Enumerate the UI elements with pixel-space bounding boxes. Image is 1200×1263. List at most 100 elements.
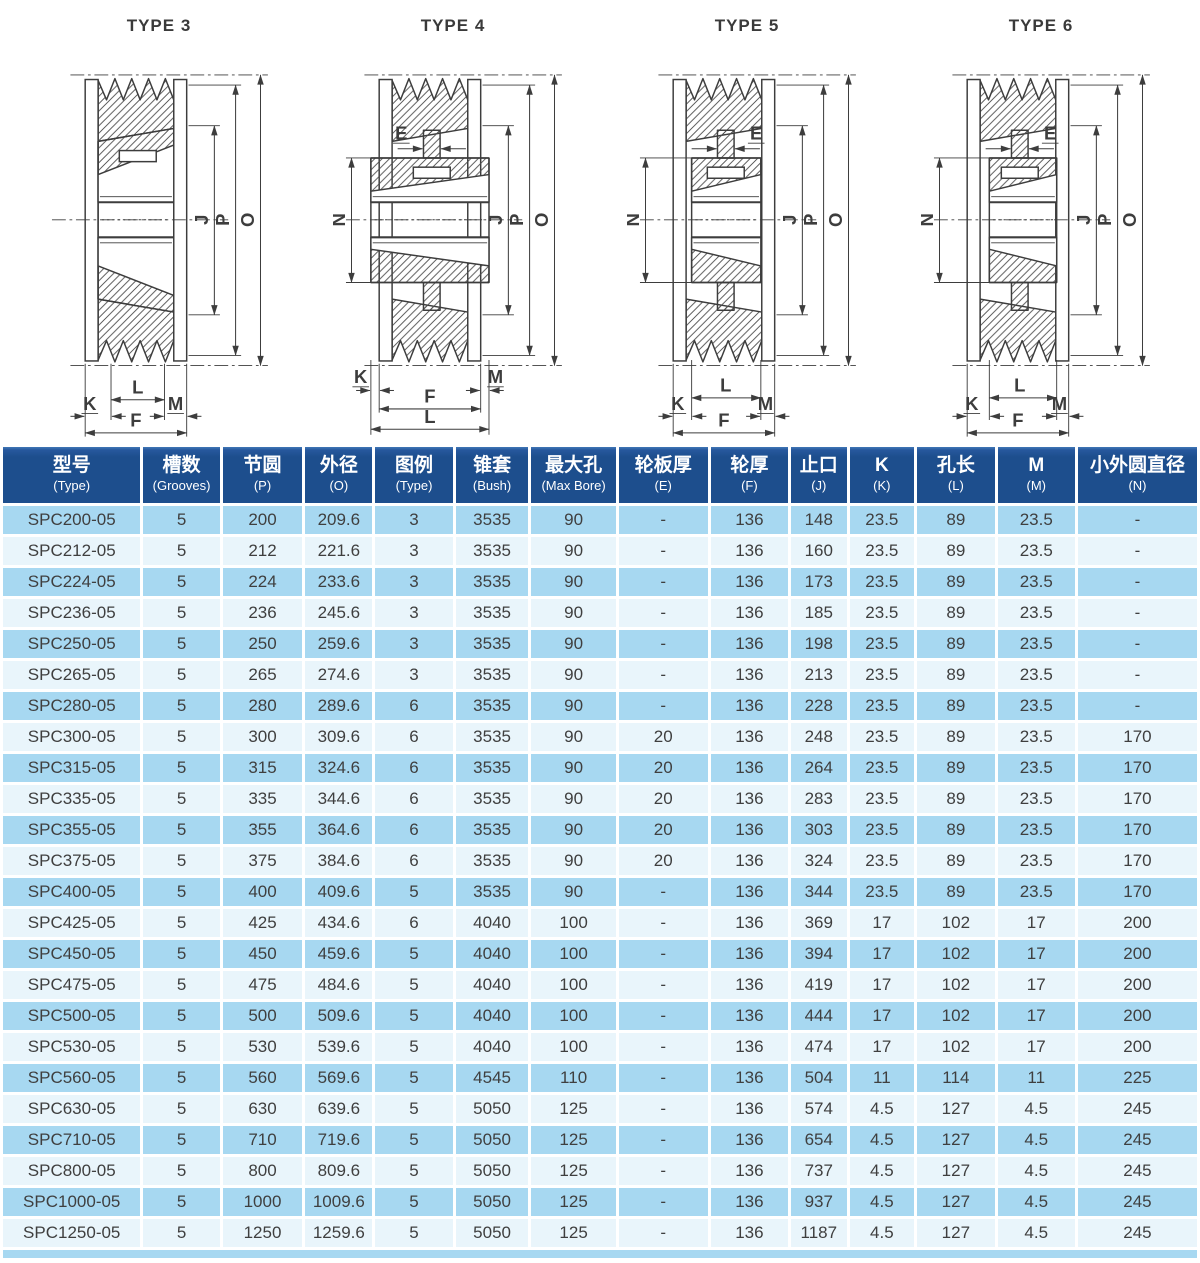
col-header-12: M (M) bbox=[997, 447, 1075, 503]
svg-text:M: M bbox=[168, 393, 183, 414]
table-cell: 6 bbox=[375, 847, 453, 875]
table-cell: 5 bbox=[375, 1002, 453, 1030]
table-row: SPC224-05 5 224 233.6 3 3535 90-136 173 23.5 89 23… bbox=[3, 568, 1197, 596]
col-header-zh: 止口 bbox=[799, 455, 838, 476]
table-cell: 17 bbox=[849, 1033, 915, 1061]
table-cell: 3535 bbox=[455, 723, 529, 751]
col-header-5: 锥套 (Bush) bbox=[455, 447, 529, 503]
table-cell: 344.6 bbox=[305, 785, 373, 813]
table-cell: - bbox=[618, 1002, 708, 1030]
table-cell: 20 bbox=[618, 723, 708, 751]
table-cell: 90 bbox=[531, 506, 616, 534]
table-cell: 89 bbox=[917, 878, 995, 906]
table-cell: 3535 bbox=[455, 754, 529, 782]
table-row: SPC500-05 5 500 509.6 5 4040 100-136 444 17 102 17… bbox=[3, 1002, 1197, 1030]
table-cell: 394 bbox=[791, 940, 847, 968]
table-cell: SPC800-05 bbox=[3, 1157, 141, 1185]
col-header-zh: 图例 bbox=[395, 455, 434, 476]
table-cell: 127 bbox=[917, 1188, 995, 1216]
table-cell: 375 bbox=[222, 847, 303, 875]
table-cell: 23.5 bbox=[997, 754, 1075, 782]
table-cell: 173 bbox=[791, 568, 847, 596]
table-cell: - bbox=[618, 1188, 708, 1216]
svg-text:L: L bbox=[720, 374, 731, 395]
table-row: SPC236-05 5 236 245.6 3 3535 90-136 185 23.5 89 23… bbox=[3, 599, 1197, 627]
table-cell: 23.5 bbox=[849, 506, 915, 534]
table-cell: - bbox=[1077, 661, 1197, 689]
svg-text:P: P bbox=[1094, 214, 1115, 226]
svg-text:L: L bbox=[1014, 374, 1025, 395]
table-cell: SPC630-05 bbox=[3, 1095, 141, 1123]
col-header-4: 图例 (Type) bbox=[375, 447, 453, 503]
table-cell: 100 bbox=[531, 909, 616, 937]
table-cell: 125 bbox=[531, 1157, 616, 1185]
table-cell: - bbox=[618, 630, 708, 658]
table-cell: 245 bbox=[1077, 1157, 1197, 1185]
table-cell: 23.5 bbox=[997, 692, 1075, 720]
svg-text:P: P bbox=[506, 214, 527, 226]
svg-text:N: N bbox=[921, 213, 937, 226]
table-row: SPC300-05 5 300 309.6 6 3535 90 20 136 248 23.5 89 2… bbox=[3, 723, 1197, 751]
table-cell: 800 bbox=[222, 1157, 303, 1185]
svg-text:K: K bbox=[671, 393, 685, 414]
table-cell: 315 bbox=[222, 754, 303, 782]
pulley-diagram-type4: TYPE 4 JPO E N K M FL bbox=[306, 0, 600, 444]
svg-text:K: K bbox=[354, 366, 368, 387]
table-cell: 89 bbox=[917, 599, 995, 627]
table-cell: 283 bbox=[791, 785, 847, 813]
svg-text:N: N bbox=[627, 213, 643, 226]
table-cell: SPC1250-05 bbox=[3, 1219, 141, 1247]
col-header-en: (K) bbox=[873, 477, 891, 493]
col-header-en: (E) bbox=[654, 477, 672, 493]
table-cell: 639.6 bbox=[305, 1095, 373, 1123]
table-cell: 213 bbox=[791, 661, 847, 689]
table-cell: 3535 bbox=[455, 847, 529, 875]
col-header-11: 孔长 (L) bbox=[917, 447, 995, 503]
table-cell: 5 bbox=[375, 1157, 453, 1185]
table-cell: 509.6 bbox=[305, 1002, 373, 1030]
table-cell: 5050 bbox=[455, 1219, 529, 1247]
table-cell: 200 bbox=[1077, 1002, 1197, 1030]
table-cell: 136 bbox=[710, 909, 789, 937]
table-cell: 630 bbox=[222, 1095, 303, 1123]
table-cell: 170 bbox=[1077, 785, 1197, 813]
table-cell: 136 bbox=[710, 971, 789, 999]
table-cell: 90 bbox=[531, 878, 616, 906]
svg-text:J: J bbox=[779, 215, 800, 225]
table-cell: - bbox=[1077, 568, 1197, 596]
svg-text:E: E bbox=[395, 123, 407, 144]
table-cell: - bbox=[1077, 599, 1197, 627]
col-header-en: (Bush) bbox=[472, 477, 512, 493]
col-header-zh: 节圆 bbox=[243, 455, 282, 476]
table-cell: 289.6 bbox=[305, 692, 373, 720]
table-cell: 89 bbox=[917, 630, 995, 658]
table-cell: 3 bbox=[375, 599, 453, 627]
table-cell: 4545 bbox=[455, 1064, 529, 1092]
table-cell: 23.5 bbox=[997, 847, 1075, 875]
diagram-title-type5: TYPE 5 bbox=[714, 16, 780, 35]
svg-text:F: F bbox=[1012, 409, 1023, 430]
table-cell: 6 bbox=[375, 909, 453, 937]
table-row: SPC630-05 5 630 639.6 5 5050 125-136 574 4.5 127 4… bbox=[3, 1095, 1197, 1123]
table-cell: 3535 bbox=[455, 599, 529, 627]
table-cell: 5050 bbox=[455, 1157, 529, 1185]
svg-text:K: K bbox=[965, 393, 979, 414]
table-cell: SPC335-05 bbox=[3, 785, 141, 813]
table-cell: 136 bbox=[710, 1095, 789, 1123]
table-cell: 274.6 bbox=[305, 661, 373, 689]
table-cell: SPC375-05 bbox=[3, 847, 141, 875]
table-cell: 23.5 bbox=[849, 723, 915, 751]
table-bottom-strip bbox=[3, 1250, 1197, 1258]
table-cell: 23.5 bbox=[849, 630, 915, 658]
col-header-9: 止口 (J) bbox=[791, 447, 847, 503]
table-cell: 3535 bbox=[455, 661, 529, 689]
table-cell: SPC400-05 bbox=[3, 878, 141, 906]
svg-text:O: O bbox=[825, 213, 846, 227]
table-cell: - bbox=[618, 1157, 708, 1185]
table-cell: 419 bbox=[791, 971, 847, 999]
col-header-zh: 轮板厚 bbox=[634, 455, 692, 476]
table-cell: 136 bbox=[710, 1002, 789, 1030]
table-cell: SPC280-05 bbox=[3, 692, 141, 720]
table-cell: - bbox=[618, 661, 708, 689]
